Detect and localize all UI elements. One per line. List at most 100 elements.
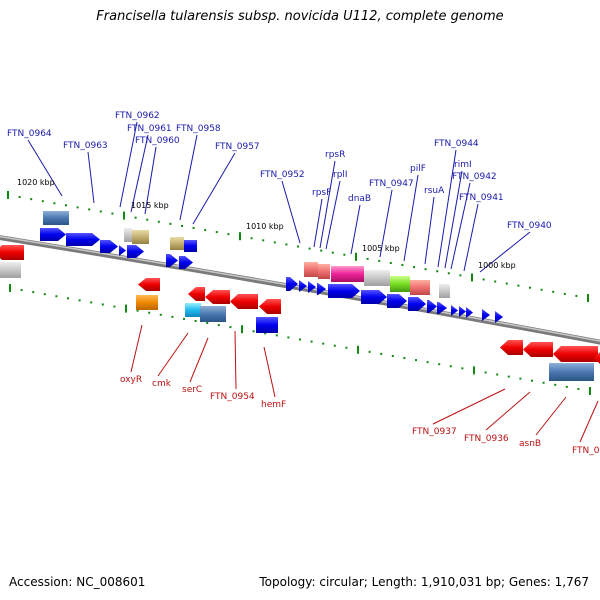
reverse-gene-arrow-3 xyxy=(230,294,258,309)
forward-gene-arrow-12 xyxy=(361,290,387,304)
tick-top-22 xyxy=(262,239,265,242)
scale-labels: 1020 kbp 1015 kbp 1010 kbp 1005 kbp 1000… xyxy=(17,178,516,270)
gene-block-salmon-2 xyxy=(318,264,330,279)
tick-bottom-40 xyxy=(473,366,475,375)
scale-label-1015: 1015 kbp xyxy=(131,201,169,210)
leader-line-20 xyxy=(130,324,143,373)
forward-gene-arrow-13 xyxy=(387,294,407,308)
gene-label-rsuA[interactable]: rsuA xyxy=(424,186,445,196)
genome-summary-text: Topology: circular; Length: 1,910,031 bp… xyxy=(259,575,589,589)
tick-top-5 xyxy=(65,204,67,207)
gene-label-rpsR[interactable]: rpsR xyxy=(325,150,345,160)
tick-bottom-0 xyxy=(9,284,11,292)
tick-top-16 xyxy=(192,226,195,229)
gene-label-pilF[interactable]: pilF xyxy=(410,164,426,174)
gene-label-rimI[interactable]: rimI xyxy=(454,160,472,170)
tick-top-3 xyxy=(41,200,44,203)
forward-gene-arrow-14 xyxy=(408,297,426,311)
tick-top-44 xyxy=(517,284,520,287)
tick-bottom-20 xyxy=(241,325,243,334)
tick-top-0 xyxy=(7,191,9,199)
gene-label-FTN_0960[interactable]: FTN_0960 xyxy=(135,136,180,146)
tick-top-42 xyxy=(494,280,497,283)
gene-label-FTN_0957[interactable]: FTN_0957 xyxy=(215,142,260,152)
gene-label-FTN_0944[interactable]: FTN_0944 xyxy=(434,139,479,149)
tick-bottom-45 xyxy=(531,379,533,382)
reverse-gene-arrow-2 xyxy=(205,290,230,304)
gene-label-rplI[interactable]: rplI xyxy=(333,170,348,180)
gene-block-green-1 xyxy=(390,276,410,292)
reverse-gene-arrow-edge-1 xyxy=(0,245,24,260)
tick-bottom-8 xyxy=(101,303,104,306)
gene-label-oxyR[interactable]: oxyR xyxy=(120,375,142,385)
gene-label-FTN_0954[interactable]: FTN_0954 xyxy=(210,392,255,402)
leader-line-23 xyxy=(234,330,237,390)
tick-bottom-46 xyxy=(542,381,545,384)
forward-gene-arrow-9 xyxy=(308,281,316,293)
gene-block-cyan-1 xyxy=(185,303,201,317)
forward-gene-arrow-6 xyxy=(179,256,193,269)
gene-label-FTN_0934[interactable]: FTN_0934 xyxy=(572,446,600,456)
tick-bottom-50 xyxy=(589,387,591,395)
gene-label-cmk[interactable]: cmk xyxy=(152,379,172,389)
gene-label-FTN_0952[interactable]: FTN_0952 xyxy=(260,170,305,180)
tick-top-29 xyxy=(343,253,346,256)
gene-label-FTN_0958[interactable]: FTN_0958 xyxy=(176,124,221,134)
gene-label-FTN_0937[interactable]: FTN_0937 xyxy=(412,427,457,437)
tick-bottom-43 xyxy=(507,375,510,378)
tick-top-21 xyxy=(250,237,253,240)
gene-label-rpsF[interactable]: rpsF xyxy=(312,188,331,198)
gene-label-FTN_0961[interactable]: FTN_0961 xyxy=(127,124,172,134)
gene-block-gray-edge xyxy=(0,262,21,278)
tick-top-10 xyxy=(123,211,125,220)
tick-top-45 xyxy=(529,286,531,289)
tick-bottom-48 xyxy=(565,385,568,388)
gene-label-FTN_0962[interactable]: FTN_0962 xyxy=(115,111,160,121)
gene-label-FTN_0940[interactable]: FTN_0940 xyxy=(507,221,552,231)
gene-label-FTN_0941[interactable]: FTN_0941 xyxy=(459,193,504,203)
leader-line-14 xyxy=(424,196,435,265)
gene-label-FTN_0964[interactable]: FTN_0964 xyxy=(7,129,52,139)
gene-label-hemF[interactable]: hemF xyxy=(261,400,286,410)
gene-block-khaki-2 xyxy=(170,237,184,250)
forward-gene-arrow-2 xyxy=(100,240,118,253)
tick-top-6 xyxy=(76,206,79,209)
leader-line-5 xyxy=(179,134,198,221)
tick-top-7 xyxy=(88,208,91,211)
gene-label-FTN_0936[interactable]: FTN_0936 xyxy=(464,434,509,444)
leader-line-7 xyxy=(281,180,301,244)
gene-label-FTN_0942[interactable]: FTN_0942 xyxy=(452,172,497,182)
leader-line-6 xyxy=(192,152,236,225)
leader-line-28 xyxy=(579,400,599,443)
tick-bottom-35 xyxy=(415,359,417,362)
gene-label-asnB[interactable]: asnB xyxy=(519,439,541,449)
tick-top-1 xyxy=(18,196,21,199)
tick-top-49 xyxy=(575,294,578,297)
tick-top-12 xyxy=(146,218,149,221)
tick-bottom-17 xyxy=(206,322,209,325)
tick-bottom-19 xyxy=(229,326,232,329)
forward-gene-arrow-1 xyxy=(66,233,100,246)
forward-gene-arrow-7 xyxy=(286,277,298,291)
gene-block-pink-1 xyxy=(331,266,364,282)
tick-bottom-10 xyxy=(125,304,127,313)
leader-line-26 xyxy=(485,391,531,431)
forward-gene-arrow-4 xyxy=(127,245,144,258)
gene-label-FTN_0963[interactable]: FTN_0963 xyxy=(63,141,108,151)
gene-features xyxy=(0,211,600,381)
forward-gene-arrow-0 xyxy=(40,228,66,241)
gene-label-dnaB[interactable]: dnaB xyxy=(348,194,371,204)
scale-ticks xyxy=(7,191,591,395)
gene-label-FTN_0947[interactable]: FTN_0947 xyxy=(369,179,414,189)
gene-label-serC[interactable]: serC xyxy=(182,385,202,395)
tick-bottom-22 xyxy=(264,332,267,335)
scale-label-1010: 1010 kbp xyxy=(246,222,284,231)
leader-line-12 xyxy=(379,189,393,258)
tick-top-26 xyxy=(308,247,311,250)
forward-gene-arrow-8 xyxy=(299,280,307,292)
leader-line-18 xyxy=(463,203,479,272)
forward-gene-arrow-18 xyxy=(459,306,466,317)
tick-bottom-37 xyxy=(438,363,441,366)
forward-gene-arrow-11 xyxy=(328,284,360,298)
leader-line-1 xyxy=(87,151,95,204)
